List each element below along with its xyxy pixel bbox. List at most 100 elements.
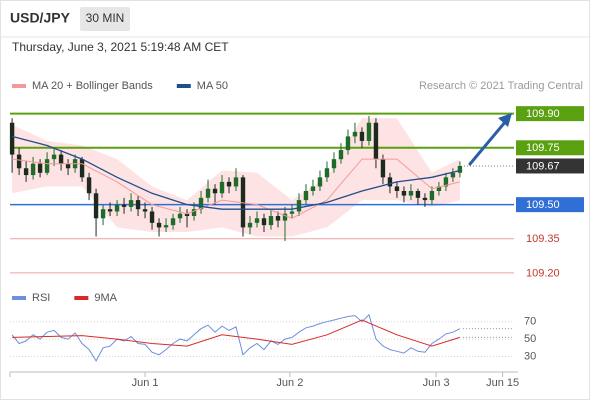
candle-body <box>114 204 120 212</box>
candle-body <box>205 188 211 198</box>
candle-body <box>142 209 148 212</box>
candle-body <box>261 218 267 226</box>
forecast-arrow <box>468 119 508 166</box>
candle-body <box>387 177 393 187</box>
candle-body <box>191 209 197 217</box>
candle-body <box>79 159 85 178</box>
level-label: 109.50 <box>526 199 560 211</box>
candle-body <box>345 136 351 151</box>
candle-body <box>58 154 64 164</box>
candle-body <box>212 188 218 194</box>
candle-body <box>282 213 288 221</box>
level-label: 109.67 <box>526 160 560 172</box>
x-tick-label: Jun 1 <box>132 377 159 389</box>
forecast-arrowhead <box>498 113 512 127</box>
candle-body <box>436 186 442 191</box>
candle-body <box>422 197 428 201</box>
candle-body <box>16 154 22 169</box>
candle-body <box>415 191 421 198</box>
candle-body <box>51 154 57 160</box>
series-line <box>12 319 461 347</box>
candle-body <box>149 211 155 223</box>
level-label: 109.90 <box>526 108 560 120</box>
candle-body <box>303 191 309 201</box>
level-label-box <box>516 197 584 213</box>
candle-body <box>296 200 302 212</box>
legend-label: RSI <box>32 292 50 304</box>
candle-body <box>254 218 260 223</box>
legend-label: 9MA <box>94 292 117 304</box>
x-tick-label: Jun 2 <box>276 377 303 389</box>
legend-swatch <box>74 296 89 300</box>
candle-body <box>450 172 456 178</box>
candle-body <box>86 177 92 194</box>
candle-body <box>30 163 36 176</box>
candle-body <box>408 191 414 196</box>
symbol: USD/JPY <box>10 10 71 26</box>
series-line <box>12 158 461 219</box>
timeframe-button[interactable] <box>80 7 130 31</box>
plot-layer: MA 20 + Bollinger Bands MA 50 109.90 109.75… <box>9 80 584 389</box>
level-label-box <box>516 140 584 156</box>
candle-body <box>219 181 225 194</box>
candle-body <box>37 163 43 173</box>
candle-body <box>394 186 400 191</box>
candle-body <box>121 204 127 207</box>
legend-swatch <box>176 84 191 88</box>
level-label: 109.75 <box>526 142 560 154</box>
candle-body <box>457 165 463 173</box>
candle-body <box>247 222 253 228</box>
candle-body <box>198 197 204 210</box>
candle-body <box>289 211 295 214</box>
candle-body <box>268 216 274 226</box>
level-label: 109.35 <box>526 233 560 245</box>
legend-label: MA 50 <box>197 80 228 92</box>
candle-body <box>23 168 29 176</box>
legend-label: MA 20 + Bollinger Bands <box>32 80 153 92</box>
candle-body <box>9 122 15 155</box>
candle-body <box>226 181 232 187</box>
series-line <box>11 135 461 210</box>
candle-body <box>156 222 162 228</box>
legend-swatch <box>12 296 26 300</box>
candle-body <box>380 159 386 178</box>
candle-body <box>107 209 113 212</box>
candle-body <box>177 213 183 219</box>
candle-body <box>429 191 435 201</box>
candle-body <box>366 122 372 141</box>
level-label-box <box>516 158 584 174</box>
candle-body <box>275 216 281 221</box>
candle-body <box>44 159 50 173</box>
level-label: 109.20 <box>526 267 560 279</box>
candle-body <box>233 177 239 187</box>
candle-body <box>338 150 344 160</box>
y-tick-label: 50 <box>524 333 536 345</box>
credit: Research © 2021 Trading Central <box>419 80 583 92</box>
y-tick-label: 30 <box>524 350 536 362</box>
candle-body <box>324 168 330 178</box>
y-tick-label: 70 <box>524 316 536 328</box>
legend-swatch <box>12 84 26 88</box>
candle-body <box>331 159 337 169</box>
level-label-box <box>516 106 584 122</box>
candle-body <box>352 131 358 137</box>
candle-body <box>443 177 449 187</box>
timeframe-label[interactable]: 30 MIN <box>86 11 125 25</box>
timestamp: Thursday, June 3, 2021 5:19:48 AM CET <box>12 40 229 54</box>
series-line <box>11 313 461 362</box>
candle-body <box>310 186 316 191</box>
candle-body <box>359 131 365 141</box>
candle-body <box>128 200 134 207</box>
candle-body <box>100 209 106 219</box>
candle-body <box>373 122 379 160</box>
candle-body <box>317 177 323 187</box>
candle-body <box>401 191 407 196</box>
candle-body <box>163 225 169 228</box>
candle-body <box>170 218 176 226</box>
x-tick-label: Jun 3 <box>423 377 450 389</box>
candle-body <box>135 200 141 210</box>
candle-body <box>65 163 71 169</box>
candle-body <box>93 193 99 219</box>
candle-body <box>184 213 190 217</box>
